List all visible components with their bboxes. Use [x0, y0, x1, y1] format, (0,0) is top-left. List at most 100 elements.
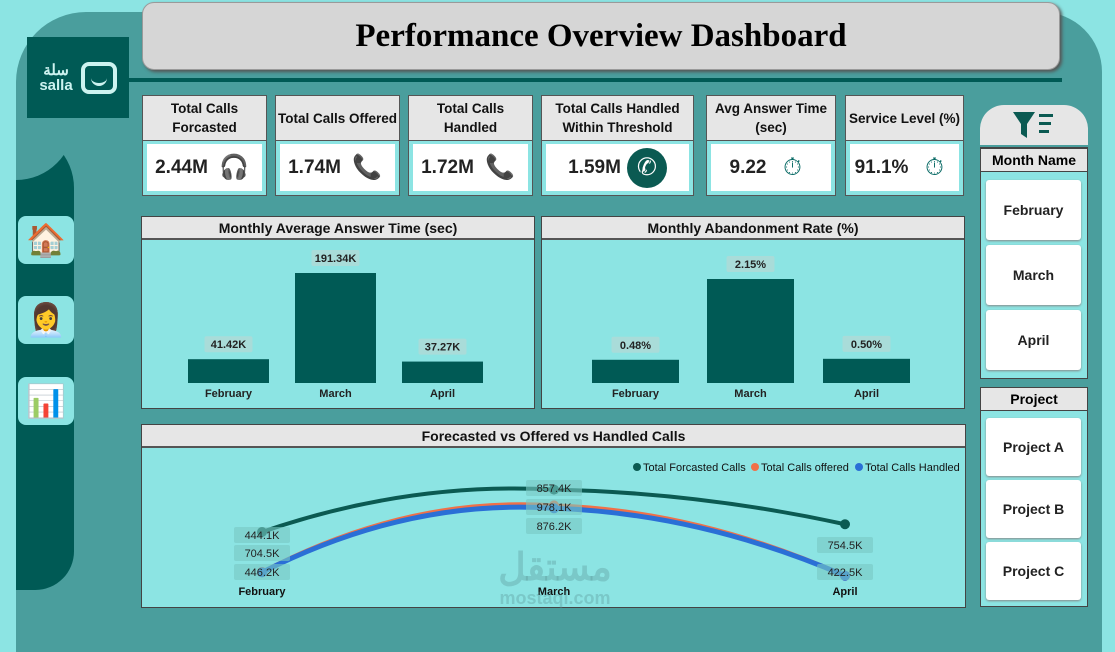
data-point [840, 519, 850, 530]
data-label-bg [817, 537, 873, 553]
kpi-label: Total Calls Handled [409, 96, 532, 141]
data-label: 704.5K [245, 548, 281, 560]
abandonment-rate-chart: Monthly Abandonment Rate (%) 0.48% Februa… [541, 216, 965, 409]
kpi-card: Total Calls Handled Within Threshold 1.5… [541, 95, 694, 196]
home-icon: 🏠 [26, 222, 66, 258]
bar [707, 279, 794, 383]
x-tick-label: February [612, 388, 660, 400]
kpi-card: Avg Answer Time (sec) 9.22 ⏱ [706, 95, 836, 196]
data-label-bg [526, 480, 582, 496]
phone-offer-icon: 📞 [351, 154, 382, 181]
data-label: 422.5K [828, 567, 864, 579]
legend-label: Total Forcasted Calls [643, 462, 746, 474]
month-option[interactable]: April [986, 310, 1081, 370]
project-option[interactable]: Project B [986, 480, 1081, 538]
page-title: Performance Overview Dashboard [142, 2, 1060, 70]
nav-home-button[interactable]: 🏠 [18, 216, 74, 264]
data-label-bg [611, 336, 660, 353]
data-label: 2.15% [735, 259, 766, 271]
data-label-bg [526, 518, 582, 534]
data-label-bg [842, 335, 891, 352]
data-label-bg [418, 338, 467, 355]
report-icon: 📊 [26, 383, 66, 419]
kpi-card: Total Calls Forcasted 2.44M 🎧 [142, 95, 267, 196]
clock-question-icon: ⏱ [783, 153, 802, 181]
project-option[interactable]: Project C [986, 542, 1081, 600]
calls-line-chart: Forecasted vs Offered vs Handled Calls 4… [141, 424, 966, 608]
nav-agent-button[interactable]: 👩‍💼 [18, 296, 74, 344]
data-label: 37.27K [425, 342, 461, 354]
data-label-bg [204, 336, 253, 353]
logo-arabic: سلة [43, 61, 69, 79]
watermark: مستقل mostaql.com [480, 548, 630, 609]
salla-logo: سلة salla [27, 37, 129, 118]
data-label-bg [234, 564, 290, 580]
stopwatch-icon: ⏱ [925, 153, 944, 181]
kpi-label: Avg Answer Time (sec) [707, 96, 835, 141]
project-slicer-title: Project [980, 387, 1088, 411]
month-option[interactable]: March [986, 245, 1081, 305]
chart-title: Monthly Average Answer Time (sec) [142, 217, 534, 240]
legend-marker [633, 463, 641, 471]
month-slicer-title: Month Name [980, 148, 1088, 172]
chart-title: Forecasted vs Offered vs Handled Calls [142, 425, 965, 448]
data-label: 876.2K [537, 521, 573, 533]
x-tick-label: February [238, 586, 286, 598]
legend-label: Total Calls offered [761, 462, 849, 474]
kpi-card: Total Calls Handled 1.72M 📞 [408, 95, 533, 196]
kpi-value: 9.22 [729, 156, 767, 178]
kpi-card: Total Calls Offered 1.74M 📞 [275, 95, 400, 196]
bag-icon [80, 61, 117, 94]
filter-icon[interactable] [980, 105, 1088, 145]
data-label-bg [311, 250, 360, 266]
data-label-bg [234, 527, 290, 543]
kpi-label: Total Calls Offered [276, 96, 399, 141]
line-chart-svg: 444.1K 704.5K 446.2K 857.4K 978.1K 876.2K 754.… [234, 462, 960, 598]
project-option[interactable]: Project A [986, 418, 1081, 476]
bar [823, 358, 910, 383]
logo-latin: salla [39, 76, 73, 94]
bar [402, 361, 483, 383]
kpi-value: 1.74M [288, 156, 341, 178]
data-label: 857.4K [537, 483, 573, 495]
bar [295, 273, 376, 383]
chart-title: Monthly Abandonment Rate (%) [542, 217, 964, 240]
headset-chat-icon: 🎧 [218, 154, 249, 181]
phone-check-icon: ✆ [626, 147, 667, 188]
watermark-latin: mostaql.com [499, 588, 611, 608]
month-option[interactable]: February [986, 180, 1081, 240]
x-tick-label: March [319, 388, 352, 400]
bar-chart-svg: 41.42K February 191.34K March 37.27K April [188, 250, 483, 400]
data-label: 0.50% [851, 339, 882, 351]
kpi-label: Service Level (%) [846, 96, 963, 141]
x-tick-label: April [430, 388, 455, 400]
kpi-value: 2.44M [155, 156, 208, 178]
bar-chart-svg: 0.48% February 2.15% March 0.50% April [592, 256, 910, 400]
kpi-label: Total Calls Handled Within Threshold [542, 96, 693, 141]
data-label: 191.34K [315, 253, 357, 265]
legend-label: Total Calls Handled [865, 462, 960, 474]
data-label: 446.2K [245, 567, 281, 579]
watermark-arabic: مستقل [498, 547, 612, 589]
data-label-bg [526, 499, 582, 515]
data-label-bg [726, 256, 775, 272]
kpi-label: Total Calls Forcasted [143, 96, 266, 141]
legend-marker [855, 463, 863, 471]
phone-refresh-icon: 📞 [484, 154, 515, 181]
x-tick-label: April [854, 388, 879, 400]
x-tick-label: February [205, 388, 253, 400]
data-label-bg [817, 564, 873, 580]
x-tick-label: April [832, 586, 857, 598]
divider [128, 78, 1062, 82]
data-label: 978.1K [537, 502, 573, 514]
avg-answer-time-chart: Monthly Average Answer Time (sec) 41.42K… [141, 216, 535, 409]
x-tick-label: March [538, 586, 571, 598]
data-label: 754.5K [828, 540, 864, 552]
data-label: 41.42K [211, 339, 247, 351]
kpi-value: 1.72M [421, 156, 474, 178]
bar [592, 359, 679, 383]
x-tick-label: March [734, 388, 767, 400]
nav-report-button[interactable]: 📊 [18, 377, 74, 425]
kpi-value: 91.1% [854, 156, 909, 178]
legend-marker [751, 463, 759, 471]
